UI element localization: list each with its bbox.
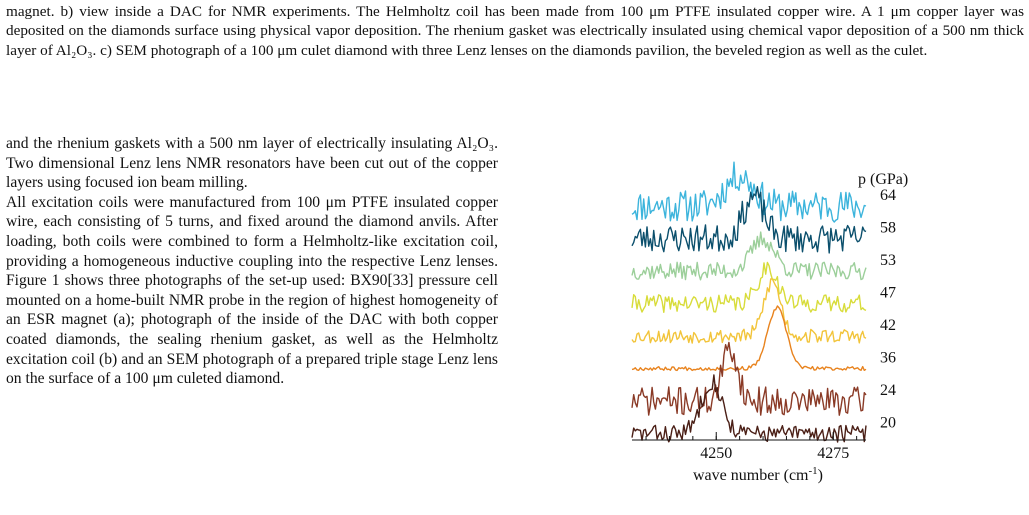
- legend-title: p (GPa): [858, 171, 908, 188]
- spectrum-trace-42: [631, 278, 867, 344]
- spectrum-trace-24: [631, 341, 867, 416]
- spectrum-trace-64: [631, 161, 867, 223]
- caption-text: magnet. b) view inside a DAC for NMR exp…: [6, 3, 1024, 59]
- x-axis-label: wave number (cm-1): [693, 465, 823, 484]
- pressure-label-53: 53: [880, 252, 896, 269]
- figure-spectra: 64 58 53 47 42 36 24 20 p (GPa) 4250 4275 wave n…: [600, 118, 1025, 510]
- pressure-label-20: 20: [880, 415, 896, 432]
- body-paragraph-2: All excitation coils were manufactured f…: [6, 193, 498, 388]
- pressure-label-24: 24: [880, 382, 896, 399]
- pressure-labels: 64 58 53 47 42 36 24 20: [880, 187, 896, 432]
- figure-caption: magnet. b) view inside a DAC for NMR exp…: [6, 2, 1024, 60]
- x-tick-label-4275: 4275: [817, 445, 849, 462]
- pressure-label-36: 36: [880, 350, 896, 367]
- pressure-label-42: 42: [880, 317, 896, 334]
- spectra-chart: 64 58 53 47 42 36 24 20 p (GPa) 4250 4275 wave n…: [631, 161, 908, 484]
- spectra-traces: [631, 161, 867, 443]
- body-paragraph-1: and the rhenium gaskets with a 500 nm la…: [6, 135, 498, 192]
- pressure-label-58: 58: [880, 220, 896, 237]
- body-text: and the rhenium gaskets with a 500 nm la…: [6, 134, 498, 389]
- spectrum-trace-20: [631, 374, 867, 443]
- spectrum-trace-36: [631, 305, 867, 372]
- spectrum-trace-47: [631, 261, 867, 314]
- spectrum-trace-58: [631, 185, 867, 254]
- pressure-label-64: 64: [880, 187, 896, 204]
- spectrum-trace-53: [631, 231, 867, 281]
- x-axis: 4250 4275: [632, 432, 866, 462]
- pressure-label-47: 47: [880, 285, 896, 302]
- x-tick-label-4250: 4250: [700, 445, 732, 462]
